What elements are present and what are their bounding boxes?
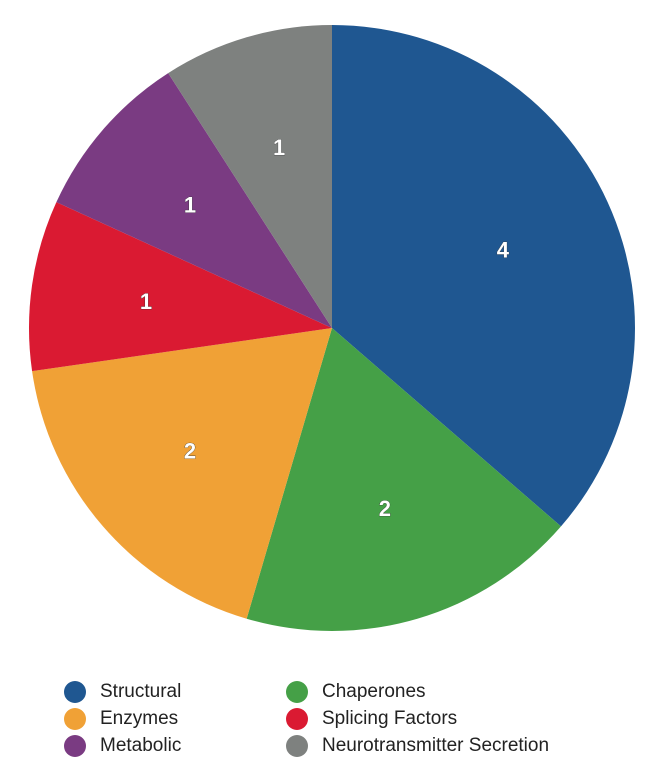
pie-slice-enzymes (32, 328, 332, 619)
legend-item-enzymes: Enzymes (64, 706, 178, 732)
pie-data-labels: 4 2 2 1 1 1 (140, 135, 510, 521)
legend-label-chaperones: Chaperones (322, 681, 426, 702)
data-label-splicing-factors: 1 (140, 289, 152, 314)
legend-label-metabolic: Metabolic (100, 735, 182, 756)
legend-item-neurotransmitter-secretion: Neurotransmitter Secretion (286, 733, 549, 759)
legend-label-structural: Structural (100, 681, 182, 702)
legend-item-structural: Structural (64, 679, 181, 705)
legend-swatch-chaperones (286, 681, 308, 703)
pie-slice-chaperones (246, 328, 561, 631)
legend-label-enzymes: Enzymes (100, 708, 179, 729)
legend-label-neurotransmitter-secretion: Neurotransmitter Secretion (322, 735, 550, 756)
legend-swatch-metabolic (64, 735, 86, 757)
pie-slice-splicing-factors (28, 202, 332, 372)
pie-slice-metabolic (56, 73, 333, 328)
legend-label-splicing-factors: Splicing Factors (322, 708, 458, 729)
legend-swatch-structural (64, 681, 86, 703)
legend-item-splicing-factors: Splicing Factors (286, 706, 457, 732)
legend-swatch-neurotransmitter-secretion (286, 735, 308, 757)
chart-legend: Structural Chaperones Enzymes Splicing F… (64, 679, 644, 763)
data-label-neurotransmitter-secretion: 1 (273, 135, 285, 160)
pie-slice-neurotransmitter-secretion (168, 25, 332, 328)
data-label-chaperones: 2 (379, 496, 391, 521)
pie-slices (28, 25, 636, 631)
data-label-structural: 4 (497, 237, 510, 262)
data-label-metabolic: 1 (184, 192, 196, 217)
legend-item-chaperones: Chaperones (286, 679, 426, 705)
pie-slice-structural (332, 25, 636, 527)
pie-chart: 4 2 2 1 1 1 (28, 25, 636, 631)
data-label-enzymes: 2 (184, 439, 196, 464)
legend-swatch-splicing-factors (286, 708, 308, 730)
legend-swatch-enzymes (64, 708, 86, 730)
legend-item-metabolic: Metabolic (64, 733, 181, 759)
